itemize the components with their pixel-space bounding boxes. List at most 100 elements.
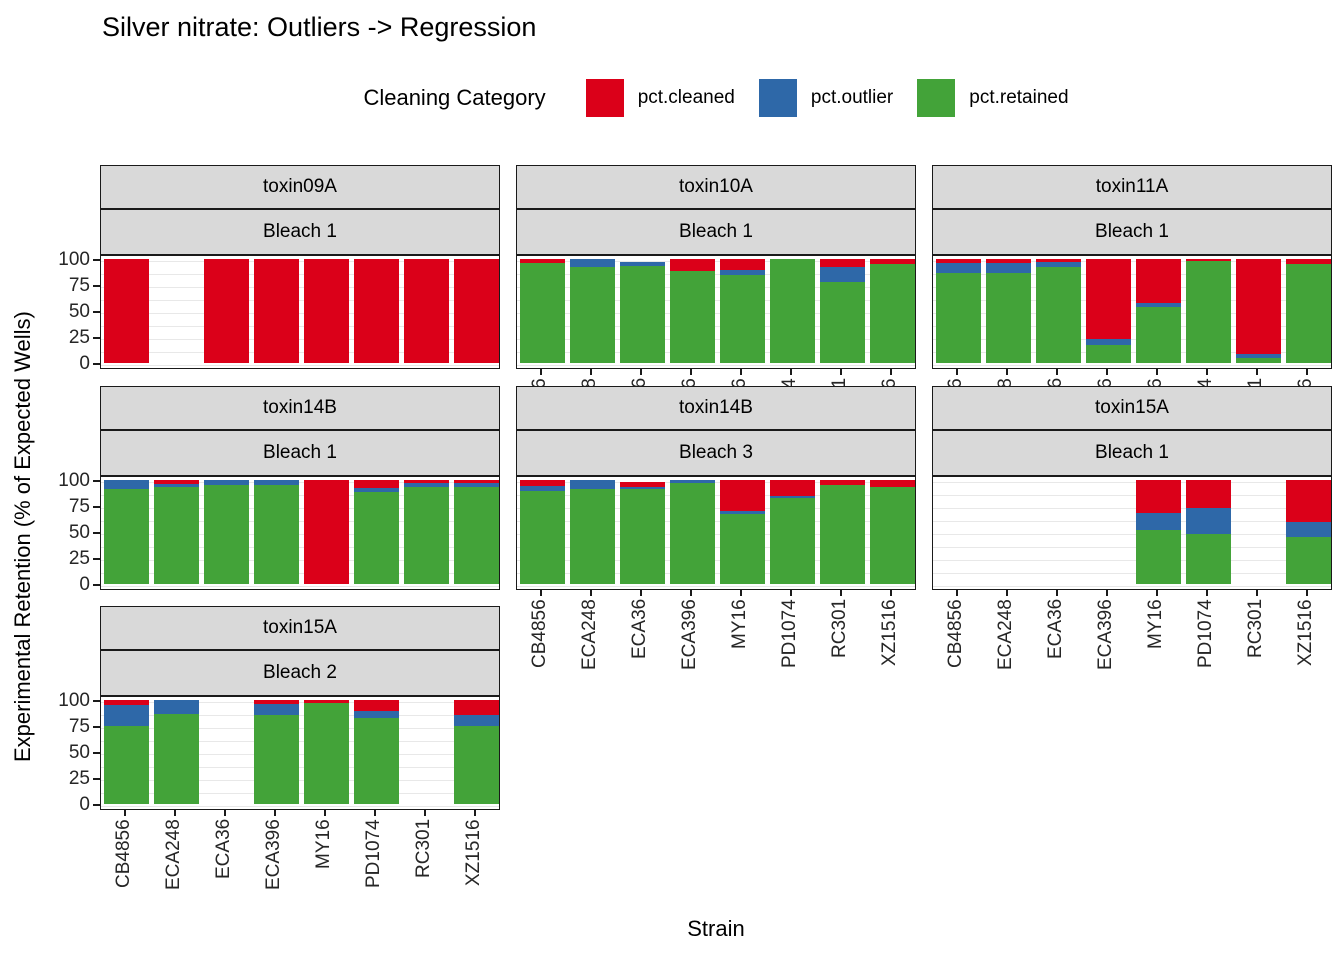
x-tick-label-ECA36: ECA36 [213, 819, 234, 880]
gridline [517, 521, 915, 522]
gridline [101, 261, 499, 262]
bar-segment-retained-MY16 [1135, 529, 1181, 584]
bar-segment-cleaned-PD1074 [1185, 480, 1231, 509]
bar-segment-outlier-ECA396 [253, 480, 299, 486]
x-tick-label-ECA248: ECA248 [163, 819, 184, 890]
bar-segment-outlier-ECA36 [619, 262, 665, 267]
x-tick-mark [474, 810, 476, 816]
x-tick-mark [590, 590, 592, 596]
gridline [101, 482, 499, 483]
facet-strip-toxin: toxin10A [516, 165, 916, 209]
bar-segment-cleaned-ECA36 [1035, 259, 1081, 263]
bar-segment-cleaned-MY16 [719, 480, 765, 512]
bar-segment-cleaned-PD1074 [353, 480, 399, 489]
x-tick-mark [1306, 590, 1308, 596]
facet-strip-bleach: Bleach 1 [516, 209, 916, 255]
y-tick-label: 0 [79, 574, 90, 595]
bar-segment-cleaned-ECA36 [619, 482, 665, 488]
y-tick-label: 100 [58, 690, 90, 711]
gridline [101, 754, 499, 755]
x-tick-mark [324, 810, 326, 816]
bar-segment-retained-MY16 [303, 703, 349, 804]
bar-segment-retained-PD1074 [769, 497, 815, 584]
bar-segment-outlier-ECA36 [203, 480, 249, 486]
bar-segment-retained-ECA36 [203, 485, 249, 584]
bar-segment-cleaned-ECA248 [153, 480, 199, 485]
y-tick-mark [93, 285, 100, 287]
bar-segment-cleaned-MY16 [303, 700, 349, 704]
bar-segment-outlier-MY16 [719, 270, 765, 275]
gridline [933, 339, 1331, 340]
bar-segment-retained-RC301 [819, 485, 865, 584]
x-tick-label-ECA396: ECA396 [263, 819, 284, 890]
facet-panel-toxin09A-bleach-1 [100, 255, 500, 369]
x-tick-mark [790, 590, 792, 596]
bar-segment-outlier-RC301 [403, 483, 449, 488]
bar-segment-cleaned-XZ1516 [869, 259, 915, 265]
bar-segment-retained-RC301 [1235, 357, 1281, 363]
bar-segment-retained-ECA396 [669, 271, 715, 363]
x-tick-mark [690, 590, 692, 596]
x-tick-label-ECA396: ECA396 [1095, 599, 1116, 670]
facet-panel-toxin11A-bleach-1 [932, 255, 1332, 369]
x-tick-mark [540, 590, 542, 596]
x-tick-label-MY16: MY16 [313, 819, 334, 869]
y-tick-mark [93, 532, 100, 534]
gridline [517, 287, 915, 288]
gridline [101, 780, 499, 781]
bar-segment-cleaned-ECA396 [1085, 259, 1131, 340]
gridline [101, 573, 499, 574]
x-tick-mark [840, 369, 842, 375]
gridline [517, 573, 915, 574]
x-tick-label-ECA396: ECA396 [679, 599, 700, 670]
bar-segment-retained-XZ1516 [869, 487, 915, 584]
gridline [101, 521, 499, 522]
x-tick-mark [590, 369, 592, 375]
legend-swatch-cleaned [585, 79, 624, 117]
x-tick-mark [740, 369, 742, 375]
bar-segment-cleaned-CB4856 [519, 259, 565, 264]
bar-segment-outlier-MY16 [719, 511, 765, 515]
bar-segment-cleaned-CB4856 [935, 259, 981, 264]
bar-segment-outlier-XZ1516 [1285, 521, 1331, 538]
bar-segment-cleaned-XZ1516 [1285, 480, 1331, 522]
bar-segment-cleaned-XZ1516 [869, 480, 915, 488]
bar-segment-outlier-CB4856 [519, 486, 565, 492]
gridline [101, 352, 499, 353]
bar-segment-cleaned-CB4856 [519, 480, 565, 487]
gridline [933, 287, 1331, 288]
gridline [933, 534, 1331, 535]
facet-strip-bleach: Bleach 3 [516, 430, 916, 476]
facet-strip-toxin: toxin11A [932, 165, 1332, 209]
bar-segment-retained-ECA396 [253, 714, 299, 804]
facet-strip-toxin: toxin15A [100, 606, 500, 650]
x-tick-label-ECA36: ECA36 [629, 599, 650, 660]
bar-segment-retained-ECA248 [153, 713, 199, 804]
bar-segment-retained-CB4856 [103, 726, 149, 804]
plot-title: Silver nitrate: Outliers -> Regression [102, 12, 537, 42]
gridline [933, 495, 1331, 496]
bar-segment-outlier-XZ1516 [453, 714, 499, 726]
bar-segment-retained-MY16 [1135, 306, 1181, 363]
y-tick-mark [93, 337, 100, 339]
bar-segment-outlier-ECA248 [153, 484, 199, 488]
bar-segment-retained-ECA396 [669, 483, 715, 584]
bar-segment-cleaned-MY16 [1135, 480, 1181, 514]
bar-segment-outlier-PD1074 [1185, 508, 1231, 535]
x-tick-mark [956, 590, 958, 596]
facet-strip-toxin: toxin14B [100, 386, 500, 430]
y-tick-label: 25 [68, 768, 90, 789]
gridline [101, 365, 499, 366]
bar-segment-cleaned-CB4856 [103, 700, 149, 706]
bar-segment-cleaned-ECA36 [203, 259, 249, 363]
x-tick-mark [1256, 590, 1258, 596]
gridline [933, 274, 1331, 275]
bar-segment-outlier-ECA248 [569, 480, 615, 490]
gridline [101, 715, 499, 716]
y-tick-mark [93, 506, 100, 508]
legend-label: pct.outlier [810, 87, 894, 108]
x-tick-mark [690, 369, 692, 375]
bar-segment-retained-ECA36 [1035, 267, 1081, 363]
bar-segment-cleaned-ECA396 [253, 259, 299, 363]
